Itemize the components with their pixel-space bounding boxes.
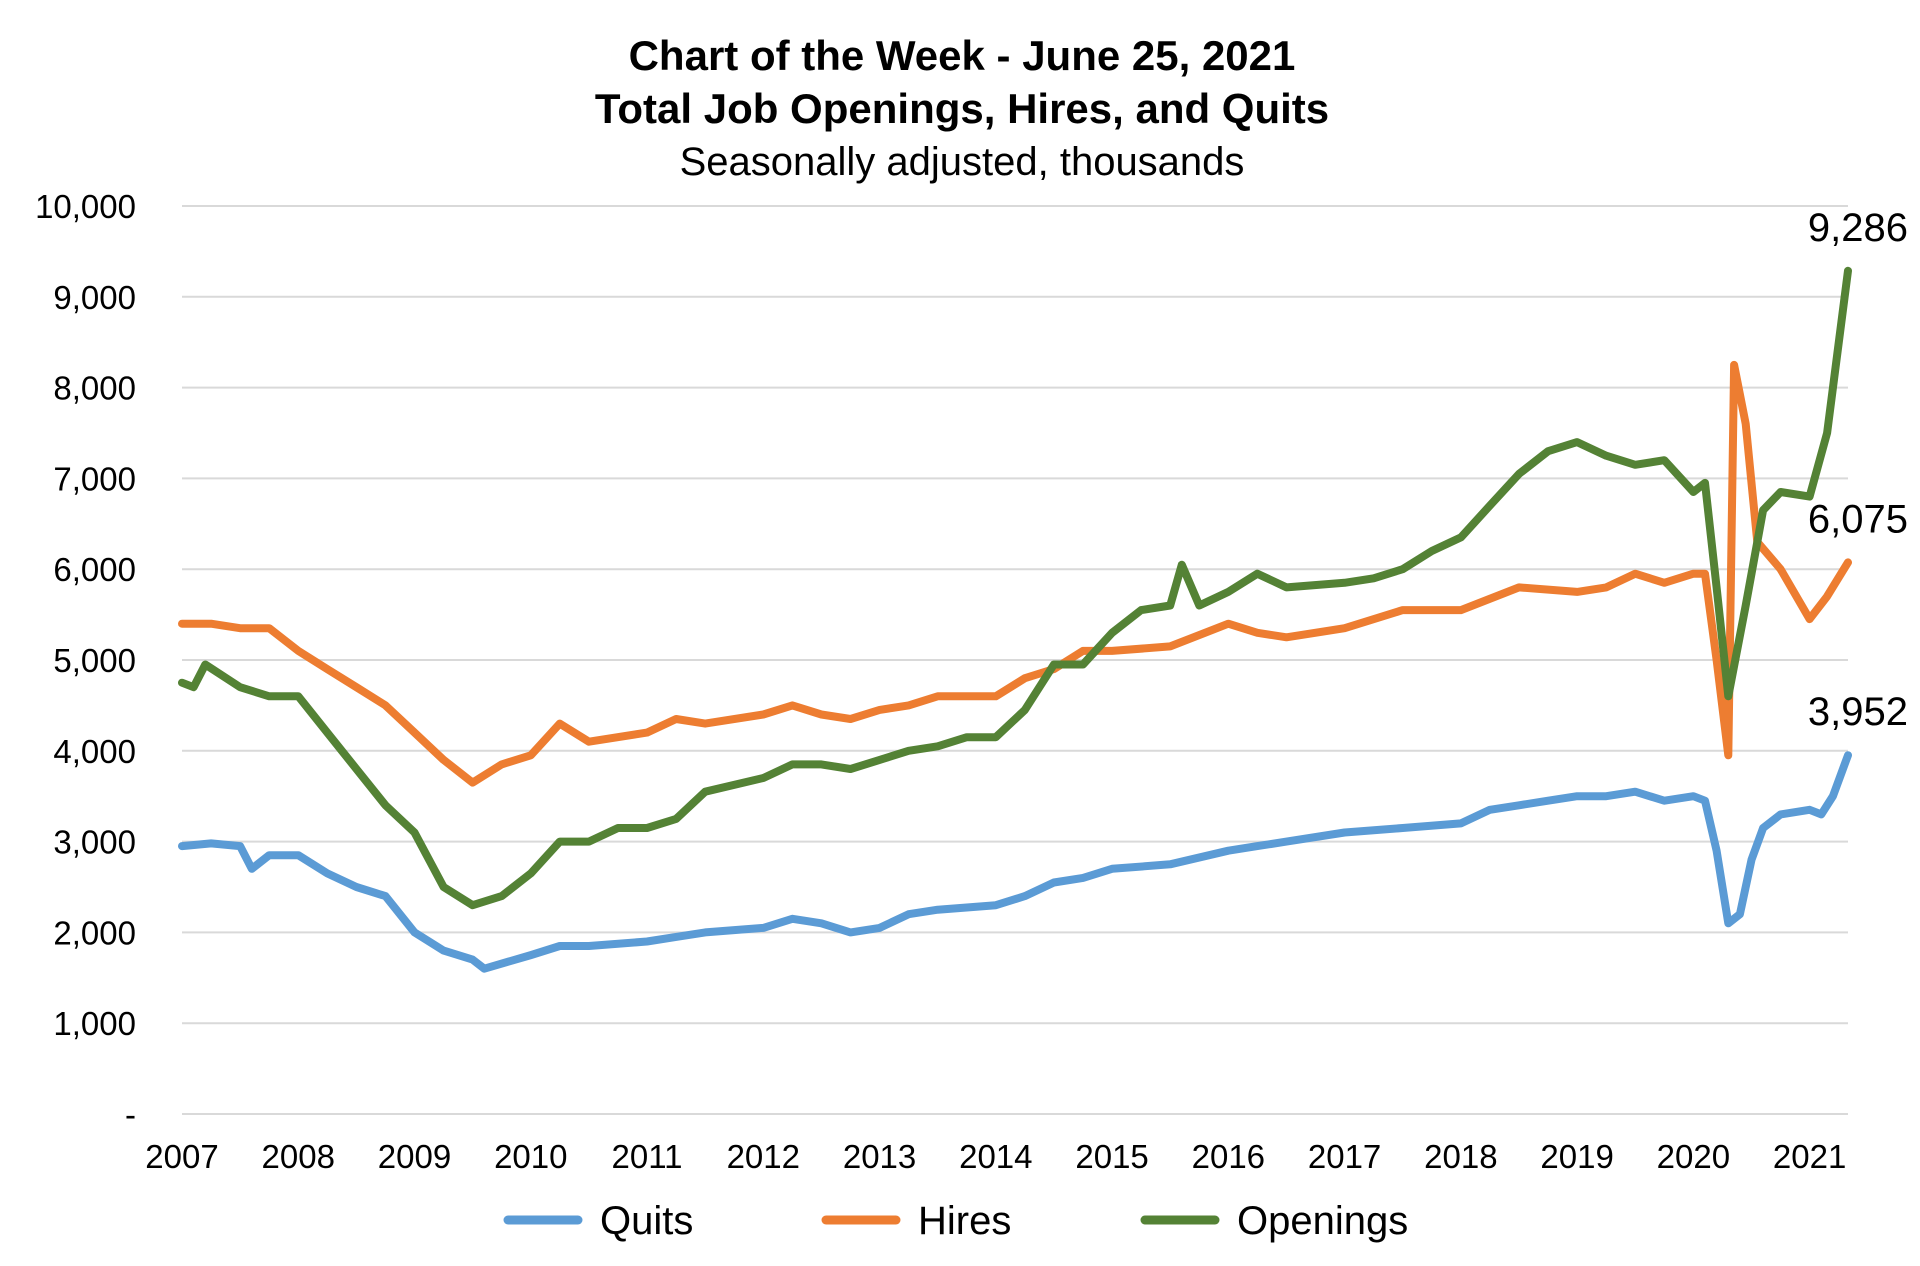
x-tick-label: 2016 bbox=[1192, 1138, 1265, 1175]
end-label-openings: 9,286 bbox=[1808, 206, 1908, 250]
y-tick-label: - bbox=[125, 1096, 136, 1133]
x-tick-label: 2015 bbox=[1075, 1138, 1148, 1175]
y-tick-label: 8,000 bbox=[53, 370, 136, 407]
y-tick-label: 5,000 bbox=[53, 642, 136, 679]
end-labels: 3,952 6,075 9,286 bbox=[1808, 206, 1908, 734]
legend-label-hires: Hires bbox=[918, 1199, 1011, 1243]
chart-subtitle: Seasonally adjusted, thousands bbox=[680, 140, 1245, 184]
y-tick-label: 4,000 bbox=[53, 733, 136, 770]
x-tick-label: 2011 bbox=[612, 1138, 683, 1175]
x-tick-label: 2012 bbox=[727, 1138, 800, 1175]
series-line-openings bbox=[178, 266, 1852, 910]
end-label-hires: 6,075 bbox=[1808, 497, 1908, 541]
y-tick-label: 9,000 bbox=[53, 279, 136, 316]
gridlines bbox=[182, 205, 1848, 1115]
y-tick-label: 7,000 bbox=[53, 460, 136, 497]
legend-label-openings: Openings bbox=[1237, 1199, 1408, 1243]
chart-title: Chart of the Week - June 25, 2021 bbox=[629, 32, 1296, 79]
x-axis: 2007 2008 2009 2010 2011 2012 2013 2014 2015 2016… bbox=[145, 1138, 1846, 1175]
x-tick-label: 2010 bbox=[494, 1138, 567, 1175]
x-tick-label: 2014 bbox=[959, 1138, 1032, 1175]
x-tick-label: 2007 bbox=[145, 1138, 218, 1175]
end-label-quits: 3,952 bbox=[1808, 690, 1908, 734]
x-tick-label: 2013 bbox=[843, 1138, 916, 1175]
y-tick-label: 10,000 bbox=[35, 188, 136, 225]
series-line-hires bbox=[178, 360, 1852, 787]
x-tick-label: 2018 bbox=[1424, 1138, 1497, 1175]
y-tick-label: 2,000 bbox=[53, 914, 136, 951]
y-tick-label: 3,000 bbox=[53, 824, 136, 861]
x-tick-label: 2020 bbox=[1657, 1138, 1730, 1175]
series-line-quits bbox=[178, 751, 1852, 973]
y-tick-label: 1,000 bbox=[53, 1005, 136, 1042]
legend-label-quits: Quits bbox=[600, 1199, 693, 1243]
series-lines bbox=[178, 266, 1852, 973]
x-tick-label: 2008 bbox=[262, 1138, 335, 1175]
x-tick-label: 2017 bbox=[1308, 1138, 1381, 1175]
x-tick-label: 2019 bbox=[1540, 1138, 1613, 1175]
x-tick-label: 2009 bbox=[378, 1138, 451, 1175]
x-tick-label: 2021 bbox=[1773, 1138, 1846, 1175]
y-axis: - 1,000 2,000 3,000 4,000 5,000 6,000 7,000 8,00… bbox=[35, 188, 136, 1133]
y-tick-label: 6,000 bbox=[53, 551, 136, 588]
chart-title-line2: Total Job Openings, Hires, and Quits bbox=[595, 85, 1329, 132]
legend: Quits Hires Openings bbox=[503, 1199, 1408, 1243]
